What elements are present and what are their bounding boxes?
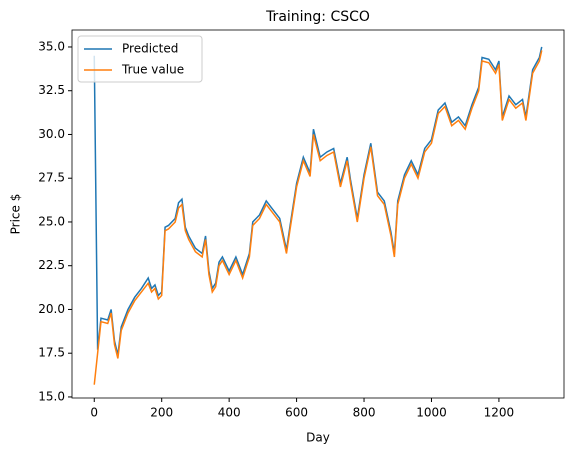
legend-label: True value (121, 63, 184, 77)
y-tick-label: 17.5 (38, 346, 65, 360)
y-tick-label: 32.5 (38, 83, 65, 97)
legend-label: Predicted (122, 42, 178, 56)
y-tick-label: 25.0 (38, 214, 65, 228)
y-tick-label: 20.0 (38, 302, 65, 316)
y-tick-label: 15.0 (38, 389, 65, 403)
x-tick-label: 600 (285, 406, 308, 420)
x-tick-label: 1000 (416, 406, 447, 420)
y-axis-label: Price $ (9, 194, 23, 235)
y-tick-label: 27.5 (38, 171, 65, 185)
chart-title: Training: CSCO (265, 9, 370, 25)
y-tick-label: 30.0 (38, 127, 65, 141)
y-tick-label: 35.0 (38, 39, 65, 53)
x-tick-label: 400 (218, 406, 241, 420)
line-series (93, 50, 543, 385)
x-axis-label: Day (306, 431, 330, 445)
plot-frame (71, 29, 565, 399)
x-tick-label: 1200 (484, 406, 515, 420)
x-tick-label: 200 (150, 406, 173, 420)
x-tick-label: 0 (90, 406, 98, 420)
x-tick-label: 800 (353, 406, 376, 420)
y-tick-label: 22.5 (38, 258, 65, 272)
